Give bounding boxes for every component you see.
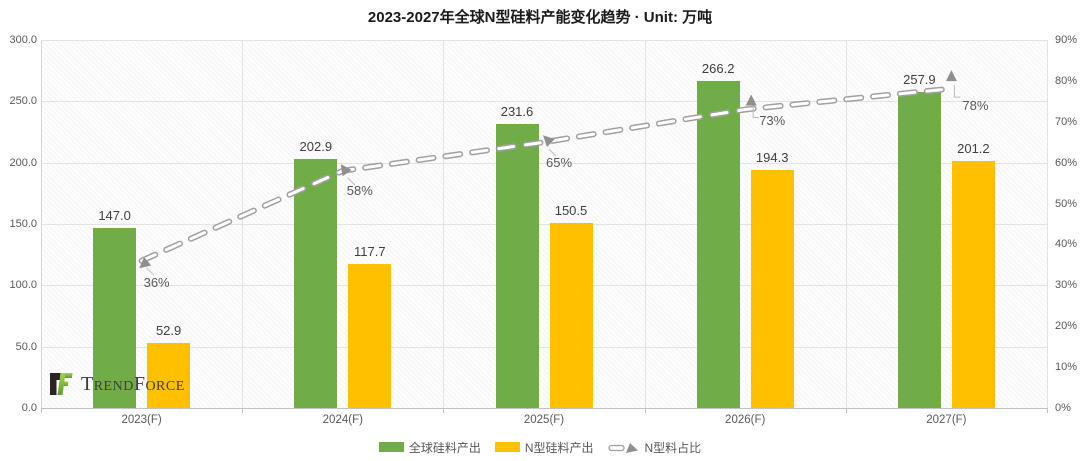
right-axis-tick-label: 70% — [1055, 115, 1078, 128]
bar-value-label: 52.9 — [155, 323, 182, 339]
bar-value-label: 147.0 — [98, 207, 131, 223]
x-axis-tick — [242, 409, 244, 413]
left-axis-tick-label: 150.0 — [9, 218, 37, 230]
left-axis-tick-label: 300.0 — [9, 34, 37, 46]
bar-global-output — [294, 159, 338, 408]
right-axis-tick-label: 10% — [1055, 361, 1078, 374]
x-axis-tick — [1047, 409, 1048, 413]
gridline-vertical — [443, 40, 445, 408]
trend-point-label: 73% — [759, 112, 786, 128]
bar-global-output — [897, 91, 941, 408]
gridline-vertical — [845, 40, 847, 408]
x-axis-label: 2027(F) — [926, 414, 967, 426]
legend-label: 全球硅料产出 — [408, 440, 481, 455]
x-axis-label: 2025(F) — [523, 414, 565, 426]
gridline-vertical — [644, 40, 646, 408]
trend-point-label: 78% — [962, 98, 989, 114]
trend-point-label: 65% — [546, 155, 573, 171]
gridline-horizontal — [41, 101, 1047, 103]
gridline-vertical — [242, 40, 244, 408]
trend-point-label: 36% — [143, 274, 170, 290]
bar-value-label: 231.6 — [500, 103, 534, 119]
right-axis-tick-label: 20% — [1055, 320, 1078, 333]
left-axis-tick-label: 200.0 — [9, 156, 37, 169]
gridline-horizontal — [41, 224, 1047, 225]
right-axis-tick-label: 30% — [1055, 279, 1078, 292]
bar-ntype-output — [147, 343, 191, 408]
bar-ntype-output — [750, 169, 794, 408]
x-axis-line — [41, 408, 1048, 409]
trendforce-logo-icon — [50, 373, 73, 395]
left-axis-tick-label: 100.0 — [9, 279, 37, 292]
right-axis-tick-label: 60% — [1055, 156, 1078, 169]
bar-ntype-output — [348, 263, 392, 408]
bar-ntype-output — [549, 223, 593, 408]
right-axis-tick-label: 40% — [1055, 238, 1078, 251]
x-axis-label: 2026(F) — [725, 414, 766, 426]
gridline-vertical — [1047, 40, 1048, 408]
legend-swatch-icon — [378, 442, 404, 452]
bar-value-label: 117.7 — [354, 243, 386, 259]
legend-dash-arrow-icon — [607, 442, 638, 453]
x-axis-tick — [41, 409, 42, 413]
bar-value-label: 201.2 — [957, 141, 990, 157]
chart-title: 2023-2027年全球N型硅料产能变化趋势 · Unit: 万吨 — [367, 9, 713, 26]
bar-value-label: 257.9 — [903, 71, 936, 87]
bar-value-label: 202.9 — [299, 139, 333, 155]
gridline-horizontal — [41, 346, 1047, 348]
x-axis-tick — [845, 409, 847, 413]
trend-point-label: 58% — [346, 182, 373, 198]
bar-global-output — [495, 123, 539, 408]
left-axis-tick-label: 50.0 — [15, 340, 37, 353]
left-axis-tick-label: 0.0 — [21, 402, 37, 414]
bar-value-label: 150.5 — [554, 203, 588, 219]
legend-item-global-output: 全球硅料产出 — [378, 439, 481, 456]
bar-ntype-output — [951, 161, 995, 408]
right-axis-tick-label: 80% — [1055, 74, 1078, 87]
legend-label: N型料占比 — [644, 440, 702, 455]
gridline-horizontal — [41, 162, 1047, 164]
left-axis-tick-label: 250.0 — [9, 95, 37, 108]
right-axis-tick-label: 0% — [1055, 402, 1071, 414]
legend-item-ntype-share: N型料占比 — [607, 439, 702, 456]
legend-swatch-icon — [494, 442, 520, 452]
legend: 全球硅料产出 N型硅料产出 N型料占比 — [0, 437, 1080, 457]
trendforce-logo: TrendForce — [48, 369, 185, 399]
gridline-horizontal — [41, 285, 1047, 287]
bar-value-label: 266.2 — [701, 61, 735, 77]
x-axis-label: 2023(F) — [121, 414, 162, 426]
right-axis-tick-label: 50% — [1055, 197, 1078, 210]
gridline-horizontal — [41, 40, 1047, 41]
x-axis-tick — [443, 409, 445, 413]
bar-value-label: 194.3 — [755, 149, 789, 165]
right-axis-tick-label: 90% — [1055, 34, 1078, 46]
x-axis-tick — [644, 409, 646, 413]
bar-global-output — [93, 227, 137, 408]
trendforce-logo-text: TrendForce — [81, 373, 185, 395]
bar-global-output — [696, 81, 740, 408]
legend-label: N型硅料产出 — [524, 440, 594, 455]
legend-item-ntype-output: N型硅料产出 — [494, 439, 594, 456]
x-axis-label: 2024(F) — [322, 414, 363, 426]
